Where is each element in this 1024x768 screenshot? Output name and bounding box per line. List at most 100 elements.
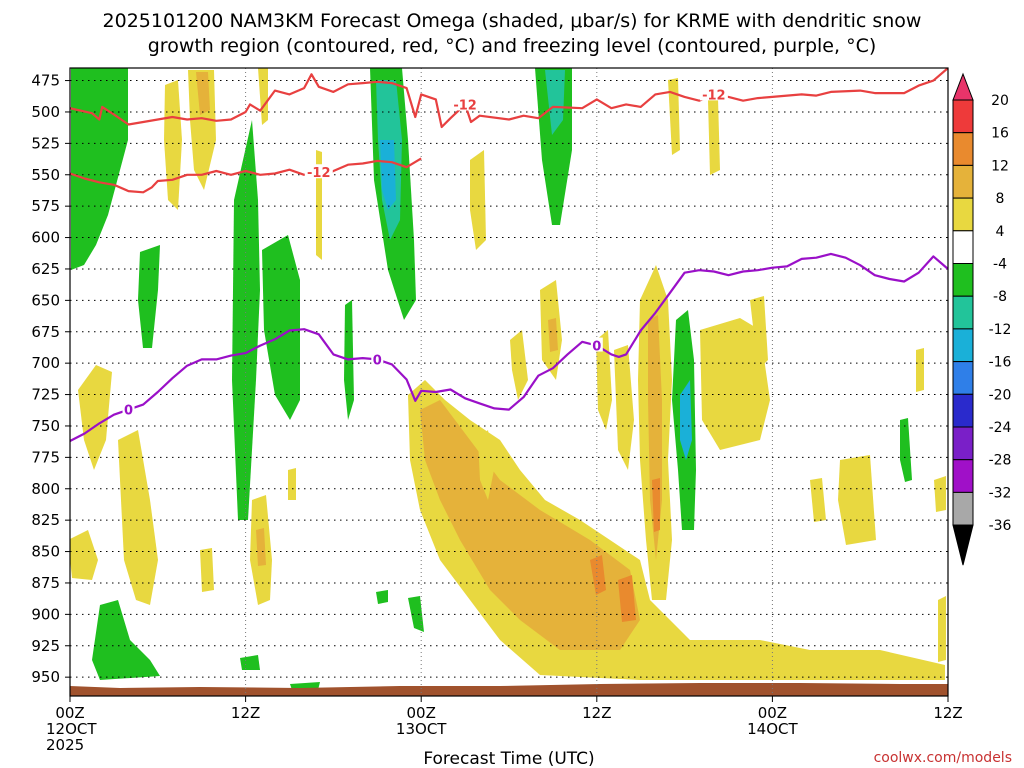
colorbar-label: 16: [991, 126, 1009, 142]
omega-shade-yellow-23: [838, 455, 876, 545]
colorbar-label: -20: [989, 387, 1012, 403]
colorbar-segment: [952, 230, 974, 265]
colorbar-label: -32: [989, 485, 1012, 501]
colorbar-segment: [952, 132, 974, 166]
omega-shade-orange-4: [590, 555, 606, 595]
omega-shade-yellow-24: [934, 476, 946, 512]
omega-shade-green-1: [71, 68, 128, 270]
y-tick-label: 750: [31, 417, 60, 435]
omega-shade-yellow-15: [596, 330, 612, 430]
grid-lines: [70, 68, 948, 696]
colorbar-label: -28: [989, 453, 1012, 469]
colorbar-label: -36: [989, 518, 1012, 534]
omega-shade-yellow-13: [510, 330, 528, 400]
contour-label: -12: [702, 88, 726, 103]
colorbar-segment: [952, 459, 974, 493]
omega-shade-yellow-25: [916, 348, 924, 392]
colorbar-segment: [952, 328, 974, 363]
omega-shade-yellow-27: [200, 548, 214, 592]
omega-shade-green-10: [900, 418, 912, 482]
y-tick-label: 600: [31, 229, 60, 247]
colorbar-segment: [952, 491, 974, 526]
dgz-bottom-12C-line: [70, 157, 422, 194]
omega-shade-green-8: [92, 600, 160, 680]
y-tick-label: 925: [31, 637, 60, 655]
freezing-level-0C-line: [70, 252, 948, 442]
y-tick-label: 850: [31, 543, 60, 561]
omega-shade-yellow-5: [118, 430, 158, 605]
contour-label-bg: [304, 164, 333, 179]
x-tick-label: 00Z: [758, 704, 787, 722]
colorbar-label: -4: [993, 257, 1007, 273]
colorbar-label: -12: [989, 322, 1012, 338]
chart-title-line2: growth region (contoured, red, °C) and f…: [148, 35, 877, 57]
y-tick-label: 575: [31, 197, 60, 215]
x-tick-label: 2025: [46, 736, 84, 754]
y-tick-label: 525: [31, 134, 60, 152]
omega-shade-green-4: [262, 235, 300, 420]
omega-shade-yellow-17: [614, 345, 634, 470]
y-tick-label: 725: [31, 386, 60, 404]
contour-label-bg: [699, 86, 728, 101]
plot-frame: [69, 67, 949, 697]
contour-label-bg: [122, 401, 135, 416]
omega-shade-yellow-20: [668, 78, 680, 155]
omega-shade-green-11: [240, 655, 260, 670]
colorbar-segment: [952, 295, 974, 330]
colorbar-bottom-arrow: [952, 524, 974, 566]
x-tick-label: 12OCT: [46, 720, 97, 738]
colorbar-top-arrow: [952, 72, 974, 101]
x-tick-label: 12Z: [933, 704, 962, 722]
y-axis: 475 500 525 550 575 600 625 650 675 700 725 750 775 8…: [31, 72, 70, 686]
y-tick-label: 550: [31, 166, 60, 184]
y-tick-label: 875: [31, 574, 60, 592]
omega-shade-green-12: [376, 590, 388, 604]
omega-shade-orange-2: [256, 528, 266, 566]
colorbar-label: -8: [993, 289, 1007, 305]
colorbar-segment: [952, 361, 974, 395]
y-tick-label: 800: [31, 480, 60, 498]
contour-label: -12: [453, 98, 477, 113]
x-tick-label: 12Z: [231, 704, 260, 722]
credit-text: coolwx.com/models: [874, 750, 1012, 766]
omega-shade-yellow-26: [938, 596, 946, 662]
x-tick-label: 14OCT: [747, 720, 798, 738]
omega-shade-yellow-8: [288, 468, 296, 500]
omega-shade-orange-6: [548, 318, 558, 352]
x-axis-title: Forecast Time (UTC): [423, 749, 594, 768]
y-tick-label: 475: [31, 72, 60, 90]
omega-shade-orange-5: [618, 575, 636, 622]
colorbar-segment: [952, 393, 974, 428]
colorbar-label: 12: [991, 158, 1009, 174]
colorbar-label: -24: [989, 420, 1012, 436]
colorbar-label: 4: [996, 224, 1005, 240]
y-tick-label: 650: [31, 291, 60, 309]
omega-shade-green-13: [408, 596, 424, 632]
contour-label: 0: [592, 340, 601, 355]
y-tick-label: 500: [31, 103, 60, 121]
y-tick-label: 625: [31, 260, 60, 278]
omega-shade-yellow-18: [700, 318, 770, 450]
omega-shade-yellow-6: [70, 530, 98, 580]
y-tick-label: 675: [31, 323, 60, 341]
omega-shade-teal-2: [545, 70, 565, 135]
omega-shade-cyan-2: [680, 380, 692, 460]
shading-positive-omega: [70, 68, 946, 680]
omega-shade-orange-8: [652, 478, 660, 532]
y-tick-label: 700: [31, 354, 60, 372]
colorbar-segment: [952, 426, 974, 461]
colorbar-label: 8: [996, 191, 1005, 207]
x-tick-label: 13OCT: [396, 720, 447, 738]
colorbar-segment: [952, 99, 974, 134]
omega-shade-yellow-21: [708, 98, 720, 175]
y-tick-label: 900: [31, 605, 60, 623]
x-tick-label: 12Z: [582, 704, 611, 722]
colorbar-label: 20: [991, 93, 1009, 109]
colorbar-segment: [952, 197, 974, 232]
contour-label-bg: [451, 96, 480, 111]
omega-shade-yellow-12: [470, 150, 486, 250]
contour-label-bg: [590, 337, 603, 352]
omega-shade-yellow-4: [78, 365, 112, 470]
